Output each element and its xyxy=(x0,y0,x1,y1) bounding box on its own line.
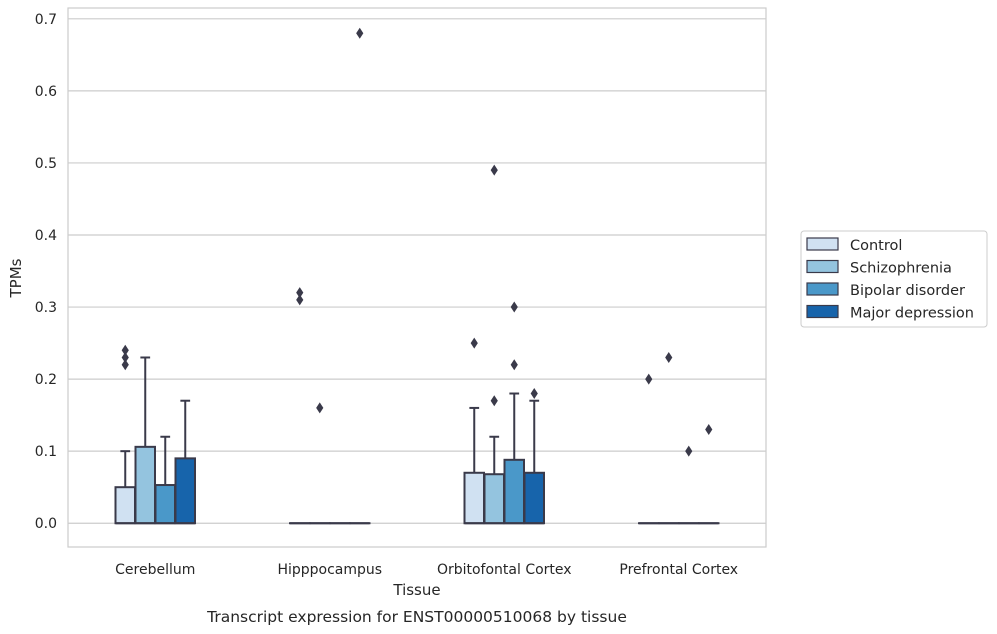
legend-swatch xyxy=(806,304,839,319)
outlier-point xyxy=(530,388,538,400)
legend: Control Schizophrenia Bipolar disorder Majo… xyxy=(800,230,988,328)
y-tick-label: 0.3 xyxy=(35,300,57,316)
legend-swatch xyxy=(806,259,839,274)
grid-lines xyxy=(68,18,766,524)
box xyxy=(154,484,176,525)
x-axis-ticks: Cerebellum Hipppocampus Orbitofontal Corte… xyxy=(115,562,738,578)
outlier-point xyxy=(121,359,129,371)
outlier-point xyxy=(685,445,693,457)
x-tick-label: Hipppocampus xyxy=(277,562,382,578)
box xyxy=(134,445,156,525)
outlier-point xyxy=(510,301,518,313)
x-tick-label: Prefrontal Cortex xyxy=(619,562,738,578)
outlier-point xyxy=(645,373,653,385)
x-tick-label: Orbitofontal Cortex xyxy=(437,562,572,578)
y-tick-label: 0.1 xyxy=(35,444,57,460)
outlier-point xyxy=(356,27,364,39)
box xyxy=(503,458,525,525)
y-tick-label: 0.6 xyxy=(35,84,57,100)
y-tick-label: 0.4 xyxy=(35,228,57,244)
box xyxy=(114,486,136,525)
outlier-point xyxy=(665,351,673,363)
outlier-point xyxy=(121,351,129,363)
outlier-point xyxy=(316,402,324,414)
legend-label: Schizophrenia xyxy=(850,261,952,277)
legend-frame xyxy=(800,230,988,328)
outlier-point xyxy=(705,424,713,436)
x-tick-label: Cerebellum xyxy=(115,562,195,578)
legend-label: Bipolar disorder xyxy=(850,283,965,299)
legend-label: Control xyxy=(850,238,902,254)
legend-label: Major depression xyxy=(850,306,974,322)
outlier-point xyxy=(121,344,129,356)
box-plot-series xyxy=(114,356,720,525)
y-axis-ticks: 0.0 0.1 0.2 0.3 0.4 0.5 0.6 0.7 xyxy=(35,12,57,532)
box xyxy=(483,473,505,525)
outlier-markers xyxy=(121,27,713,457)
outlier-point xyxy=(296,294,304,306)
x-axis-label: Tissue xyxy=(392,581,440,599)
legend-items: Control Schizophrenia Bipolar disorder Majo… xyxy=(806,237,974,322)
box xyxy=(463,471,485,525)
legend-swatch xyxy=(806,237,839,251)
plot-frame xyxy=(67,7,767,548)
y-tick-label: 0.0 xyxy=(35,516,57,532)
y-tick-label: 0.5 xyxy=(35,156,57,172)
box xyxy=(174,457,196,525)
y-axis-label: TPMs xyxy=(7,258,25,298)
outlier-point xyxy=(510,359,518,371)
outlier-point xyxy=(490,164,498,176)
chart-caption: Transcript expression for ENST0000051006… xyxy=(206,608,627,626)
outlier-point xyxy=(470,337,478,349)
legend-swatch xyxy=(806,282,839,296)
outlier-point xyxy=(490,395,498,407)
outlier-point xyxy=(296,287,304,299)
box xyxy=(523,471,545,525)
y-tick-label: 0.2 xyxy=(35,372,57,388)
y-tick-label: 0.7 xyxy=(35,12,57,28)
